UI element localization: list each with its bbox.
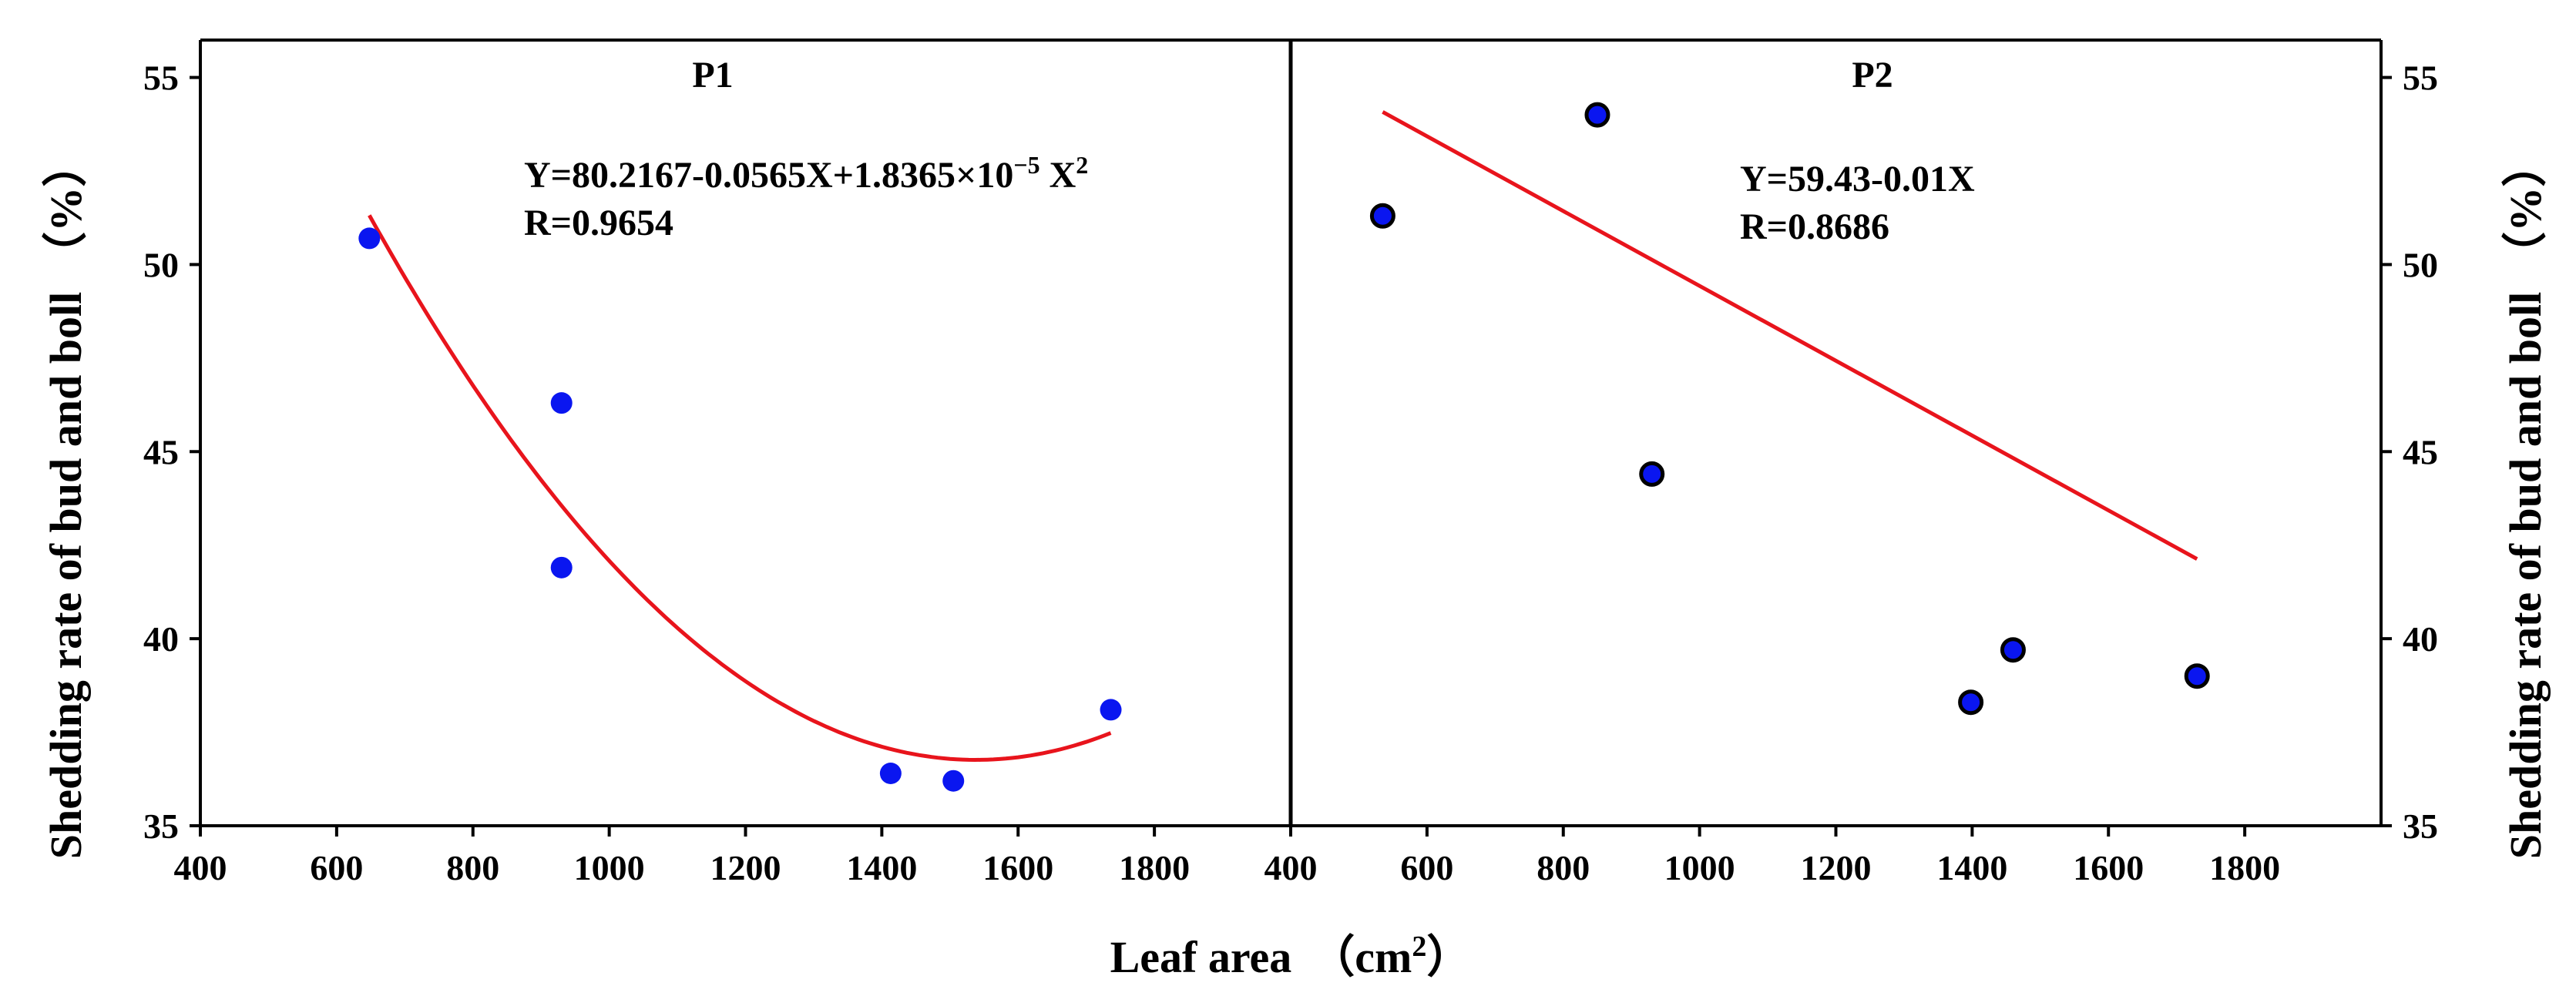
p2-y-tick-label: 50 [2403, 245, 2438, 284]
p1-data-point [358, 227, 381, 250]
p2-data-point [1369, 203, 1395, 229]
panel-title-p2: P2 [1852, 55, 1893, 96]
p1-r-value: R=0.9654 [524, 203, 673, 243]
x-axis-title: Leaf area （cm2） [1110, 931, 1472, 982]
p1-data-points [358, 227, 1122, 792]
p2-data-point [1958, 689, 1984, 716]
y-axis-title-right-unit: （%） [2500, 143, 2551, 277]
panel-p2-frame [1291, 39, 2383, 827]
y-axis-title-left-unit: （%） [41, 143, 91, 277]
y-axis-title-left-main: Shedding rate of bud and boll [41, 292, 91, 860]
p1-x-tick-label: 600 [310, 848, 363, 887]
p2-x-tick-label: 800 [1537, 848, 1590, 887]
p1-x-tick-label: 1600 [982, 848, 1053, 887]
p1-y-tick-label: 40 [143, 619, 179, 659]
p2-x-tick-label: 1600 [2073, 848, 2144, 887]
p1-equation-x: X [1040, 155, 1076, 196]
p1-fit-curve [368, 214, 1112, 763]
x-axis-title-unit-sup: 2 [1412, 931, 1426, 963]
p2-y-tick-label: 35 [2403, 806, 2438, 846]
p2-data-points [1369, 102, 2210, 716]
p2-data-point [1584, 102, 1610, 128]
p1-y-tick-label: 50 [143, 245, 179, 284]
p1-data-point [550, 392, 573, 414]
y-axis-title-right-main: Shedding rate of bud and boll [2500, 292, 2551, 860]
p2-data-point [1639, 461, 1665, 487]
p2-x-tick-label: 1200 [1801, 848, 1872, 887]
p2-x-tick-label: 1000 [1664, 848, 1735, 887]
p2-y-tick-label: 40 [2403, 619, 2438, 659]
p1-data-point [550, 556, 573, 578]
p1-x-tick-label: 1200 [710, 848, 781, 887]
p2-y-tick-label: 45 [2403, 432, 2438, 471]
p1-x-ticks: 400 600 800 1000 1200 1400 1600 1800 [174, 826, 1190, 887]
p1-x-tick-label: 400 [174, 848, 227, 887]
x-axis-title-unit: （cm [1310, 932, 1412, 982]
y-axis-title-right: Shedding rate of bud and boll （%） [2500, 143, 2551, 860]
p2-x-ticks: 400 600 800 1000 1200 1400 1600 1800 [1264, 826, 2280, 887]
p2-equation: Y=59.43-0.01X [1740, 159, 1975, 200]
p1-y-ticks: 35 40 45 50 55 [143, 59, 200, 846]
p2-x-tick-label: 600 [1400, 848, 1453, 887]
p1-equation-main: Y=80.2167-0.0565X+1.8365×10 [524, 155, 1013, 196]
p1-data-point [1100, 699, 1122, 721]
p1-data-point [942, 770, 965, 792]
panel-title-p1: P1 [692, 55, 733, 96]
p2-fit-line [1382, 110, 2198, 561]
p1-data-point [879, 763, 902, 784]
p1-x-tick-label: 1400 [846, 848, 917, 887]
p2-x-tick-label: 1400 [1936, 848, 2007, 887]
x-axis-title-main: Leaf area [1110, 932, 1292, 982]
x-axis-title-unit-close: ） [1426, 932, 1471, 982]
p1-equation: Y=80.2167-0.0565X+1.8365×10−5 X2 [524, 151, 1088, 196]
p2-y-ticks: 35 40 45 50 55 [2381, 59, 2438, 846]
y-axis-title-left: Shedding rate of bud and boll （%） [41, 143, 91, 860]
p2-y-tick-label: 55 [2403, 59, 2438, 98]
p2-data-point [2000, 637, 2026, 663]
p1-x-tick-label: 1800 [1119, 848, 1190, 887]
p1-y-tick-label: 55 [143, 59, 179, 98]
p1-equation-x-exponent: 2 [1076, 151, 1088, 179]
p1-x-tick-label: 800 [446, 848, 499, 887]
p1-y-tick-label: 45 [143, 432, 179, 471]
p1-equation-exponent: −5 [1013, 151, 1039, 179]
p2-x-tick-label: 400 [1264, 848, 1318, 887]
p2-r-value: R=0.8686 [1740, 206, 1889, 247]
p1-x-tick-label: 1000 [574, 848, 645, 887]
p2-x-tick-label: 1800 [2209, 848, 2280, 887]
p1-y-tick-label: 35 [143, 806, 179, 846]
p2-data-point [2184, 663, 2210, 689]
